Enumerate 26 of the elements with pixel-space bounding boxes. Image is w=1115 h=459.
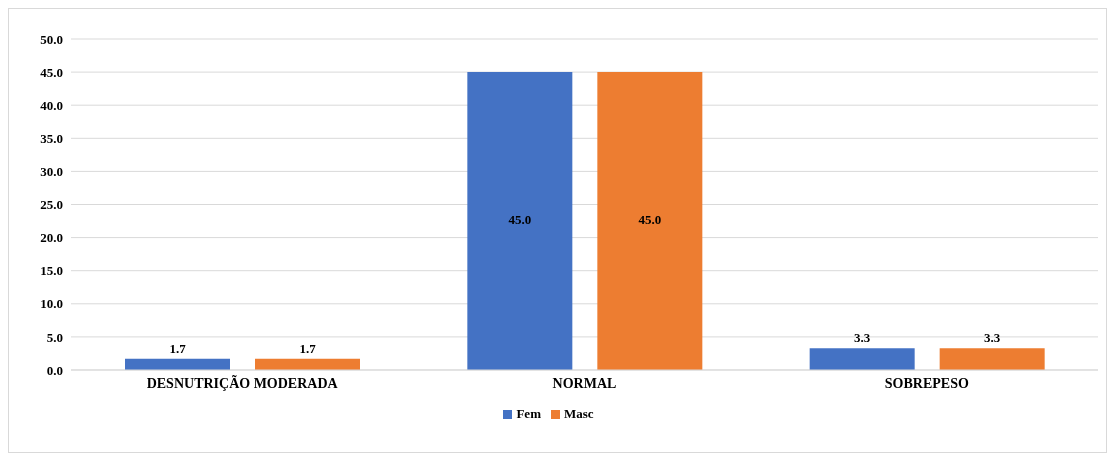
bar	[467, 72, 573, 370]
legend-label: Masc	[563, 406, 594, 421]
y-tick-label: 50.0	[40, 31, 63, 47]
y-tick-label: 0.0	[46, 362, 63, 378]
data-label: 1.7	[299, 340, 317, 356]
y-tick-label: 5.0	[46, 329, 63, 345]
y-tick-label: 15.0	[40, 263, 63, 279]
x-tick-label: SOBREPESO	[884, 375, 969, 391]
y-tick-label: 35.0	[40, 130, 63, 146]
y-tick-label: 10.0	[40, 296, 63, 312]
x-tick-label: NORMAL	[552, 375, 617, 391]
y-tick-label: 40.0	[40, 97, 63, 113]
legend-label: Fem	[516, 406, 541, 421]
x-tick-label: DESNUTRIÇÃO MODERADA	[146, 373, 339, 391]
y-tick-label: 25.0	[40, 197, 63, 213]
y-tick-label: 20.0	[40, 230, 63, 246]
bar	[939, 348, 1045, 370]
data-label: 3.3	[984, 330, 1001, 346]
bar	[597, 72, 703, 370]
y-tick-label: 45.0	[40, 64, 63, 80]
data-label: 45.0	[638, 212, 662, 228]
data-label: 45.0	[508, 212, 532, 228]
data-label: 1.7	[169, 340, 187, 356]
bar	[809, 348, 915, 370]
y-tick-label: 30.0	[40, 164, 63, 180]
data-label: 3.3	[854, 330, 871, 346]
